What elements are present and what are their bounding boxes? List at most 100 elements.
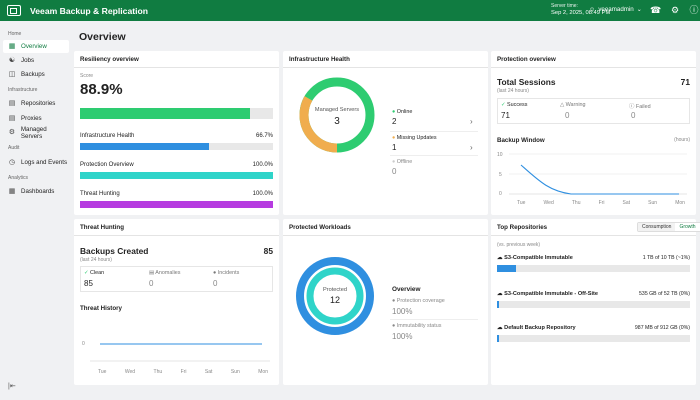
- clean-value: 85: [84, 279, 93, 288]
- server-time-label: Server time:: [551, 3, 578, 9]
- sidebar-item-repositories[interactable]: ▤ Repositories: [3, 97, 69, 110]
- threat-hunting-bar-fill: [80, 201, 273, 208]
- server-icon: ⚙: [8, 128, 16, 136]
- help-icon[interactable]: ⓘ: [689, 5, 699, 15]
- repo-usage: 1 TB of 10 TB (~1%): [642, 255, 690, 261]
- sidebar-item-proxies[interactable]: ▤ Proxies: [3, 112, 69, 125]
- sidebar-item-label: Repositories: [21, 100, 56, 107]
- sidebar-item-overview[interactable]: ▦ Overview: [3, 40, 69, 53]
- session-status-box: [497, 98, 690, 124]
- protected-workloads-card: Protected Workloads Protected 12 Overvie…: [283, 219, 488, 385]
- top-repositories-card: Top Repositories Consumption Growth (vs.…: [491, 219, 700, 385]
- online-label: ● Online: [392, 109, 413, 115]
- score-bar: [80, 108, 273, 119]
- sidebar-section-infrastructure: Infrastructure: [8, 87, 38, 93]
- y-tick: 0: [82, 341, 85, 347]
- tab-growth[interactable]: Growth: [675, 223, 700, 231]
- donut-outer-ring: [296, 257, 374, 335]
- gear-icon[interactable]: ⚙: [670, 5, 680, 15]
- donut-missing-arc: [299, 77, 375, 153]
- anomaly-icon: ▤: [149, 270, 155, 276]
- divider: [390, 131, 478, 132]
- online-chevron-right-icon[interactable]: ›: [470, 117, 473, 126]
- repository-icon: ▤: [8, 99, 16, 107]
- sidebar-section-analytics: Analytics: [8, 175, 29, 181]
- repo-usage-bar: [497, 301, 690, 308]
- user-menu[interactable]: ☺ veeamadmin ⌄: [589, 6, 642, 13]
- app-logo-icon: [7, 5, 21, 16]
- x-tick: Fri: [180, 369, 187, 375]
- backups-created-value: 85: [263, 246, 273, 256]
- x-tick: Wed: [543, 200, 554, 206]
- card-title: Resiliency overview: [74, 51, 279, 68]
- missing-chevron-right-icon[interactable]: ›: [470, 143, 473, 152]
- card-title: Infrastructure Health: [283, 51, 488, 68]
- user-icon: ☺: [589, 6, 596, 13]
- infra-health-label: Infrastructure Health: [80, 133, 135, 139]
- x-tick: Mon: [675, 200, 685, 206]
- threat-history-label: Threat History: [80, 305, 122, 312]
- donut-value: 3: [334, 116, 340, 127]
- x-axis-ticks: Tue Wed Thu Fri Sat Sun Mon: [98, 369, 268, 375]
- collapse-sidebar-icon[interactable]: |⇤: [8, 383, 16, 390]
- repos-period: (vs. previous week): [497, 242, 541, 248]
- x-tick: Sat: [622, 200, 631, 206]
- incidents-value: 0: [213, 279, 218, 288]
- backup-window-line: [520, 164, 679, 195]
- donut-label: Protected: [323, 287, 347, 293]
- backup-window-unit: (hours): [674, 137, 690, 143]
- repo-usage-bar-fill: [497, 301, 499, 308]
- immutability-value: 100%: [392, 332, 413, 341]
- repo-usage: 535 GB of 52 TB (0%): [639, 291, 690, 297]
- x-tick: Sat: [204, 369, 213, 375]
- sidebar-section-home: Home: [8, 31, 22, 37]
- warning-label: △ Warning: [560, 102, 586, 108]
- sidebar-item-label: Logs and Events: [21, 159, 68, 166]
- tab-consumption[interactable]: Consumption: [638, 223, 676, 231]
- top-bar: Veeam Backup & Replication Server time: …: [0, 0, 700, 21]
- cloud-repo-icon: ☁: [497, 291, 503, 297]
- anomalies-value: 0: [149, 279, 154, 288]
- x-tick: Tue: [517, 200, 526, 206]
- check-circle-icon: ✓: [501, 102, 506, 108]
- threat-history-chart: [90, 343, 270, 362]
- missing-updates-value: 1: [392, 143, 397, 152]
- repo-usage-bar-fill: [497, 265, 517, 272]
- threat-hunting-label: Threat Hunting: [80, 191, 120, 197]
- repo-icon: ☁: [497, 325, 503, 331]
- protection-label: Protection Overview: [80, 162, 134, 168]
- offline-value: 0: [392, 167, 397, 176]
- card-title: Top Repositories: [491, 219, 696, 236]
- y-tick: 10: [497, 152, 503, 158]
- x-tick: Tue: [98, 369, 107, 375]
- sidebar-item-label: Overview: [21, 43, 47, 50]
- total-sessions-label: Total Sessions: [497, 77, 556, 87]
- sidebar: Home ▦ Overview ☯ Jobs ◫ Backups Infrast…: [0, 21, 72, 400]
- divider: [390, 319, 478, 320]
- sidebar-item-dashboards[interactable]: ▦ Dashboards: [3, 185, 69, 198]
- sidebar-item-logs[interactable]: ◷ Logs and Events: [3, 156, 69, 169]
- proxy-icon: ▤: [8, 114, 16, 122]
- backup-window-chart: [509, 153, 687, 195]
- resiliency-card: Resiliency overview Score 88.9% Infrastr…: [74, 51, 279, 215]
- sidebar-item-managed-servers[interactable]: ⚙ Managed Servers: [3, 126, 69, 140]
- workloads-overview-label: Overview: [392, 286, 421, 293]
- sidebar-item-jobs[interactable]: ☯ Jobs: [3, 54, 69, 67]
- threat-hunting-card: Threat Hunting Backups Created 85 (last …: [74, 219, 279, 385]
- protection-bar-fill: [80, 172, 273, 179]
- success-label: ✓ Success: [501, 102, 528, 108]
- repo-usage-bar-fill: [497, 335, 499, 342]
- created-period: (last 24 hours): [80, 257, 112, 263]
- sidebar-item-label: Jobs: [21, 57, 35, 64]
- immutability-label: ● Immutability status: [392, 323, 442, 329]
- total-sessions-value: 71: [680, 77, 690, 87]
- card-title: Threat Hunting: [74, 219, 279, 236]
- success-value: 71: [501, 111, 510, 120]
- dashboard-icon: ▦: [8, 187, 16, 195]
- incidents-label: ● Incidents: [213, 270, 240, 276]
- card-title: Protection overview: [491, 51, 696, 68]
- x-axis-ticks: Tue Wed Thu Fri Sat Sun Mon: [517, 200, 685, 206]
- sidebar-item-backups[interactable]: ◫ Backups: [3, 68, 69, 81]
- threat-hunting-bar: [80, 201, 273, 208]
- bell-icon[interactable]: ☎: [650, 5, 662, 15]
